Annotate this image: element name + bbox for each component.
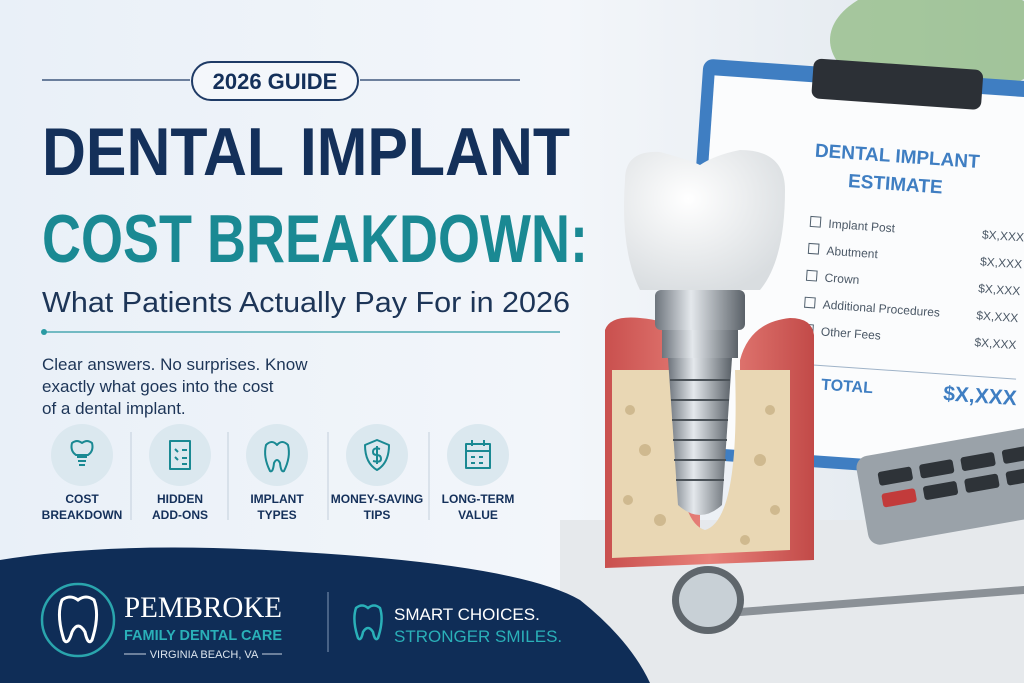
feature-label: LONG-TERM [442, 492, 515, 506]
feature-label: MONEY-SAVING [331, 492, 423, 506]
feature-icon [364, 439, 390, 471]
brand-sub: FAMILY DENTAL CARE [124, 627, 282, 644]
estimate-item: Abutment [826, 244, 879, 262]
feature-icon-bg [149, 424, 211, 486]
features: COST BREAKDOWN HIDDEN ADD-ONS IMPLANT TYPES MO… [42, 424, 515, 522]
checkbox [805, 269, 818, 282]
feature-icon [465, 440, 491, 469]
checkbox [809, 215, 822, 228]
feature-label: HIDDEN [157, 492, 203, 506]
title-line: COST BREAKDOWN: [42, 201, 588, 277]
tagline: SMART CHOICES. [394, 605, 540, 624]
implant-model [605, 150, 814, 568]
calculator [856, 421, 1024, 545]
brand-name: PEMBROKE [124, 591, 282, 624]
rule-dot [41, 329, 47, 335]
badge-text: 2026 GUIDE [213, 69, 338, 94]
subtitle: What Patients Actually Pay For in 2026 [42, 287, 570, 319]
tagline-icon [353, 604, 383, 641]
tagline: STRONGER SMILES. [394, 627, 562, 646]
estimate-item: Implant Post [828, 217, 896, 236]
intro-line: exactly what goes into the cost [42, 377, 274, 396]
total-price: $X,XXX [943, 382, 1018, 410]
feature-label: BREAKDOWN [42, 508, 123, 522]
total-rule [800, 363, 1017, 380]
feature-icon [264, 441, 290, 473]
brand-tooth [57, 595, 99, 644]
estimate-price: $X,XXX [980, 254, 1023, 271]
title-line: DENTAL IMPLANT [42, 114, 570, 190]
feature-icon-bg [246, 424, 308, 486]
estimate-item: Crown [824, 271, 860, 287]
feature-icon-bg [447, 424, 509, 486]
feature-label: IMPLANT [250, 492, 304, 506]
feature-label: TIPS [364, 508, 391, 522]
feature-label: TYPES [257, 508, 296, 522]
clip [811, 58, 984, 110]
estimate-price: $X,XXX [978, 281, 1021, 298]
feature-label: ADD-ONS [152, 508, 208, 522]
feature-icon [169, 440, 191, 470]
total-label: TOTAL [821, 377, 874, 398]
intro-line: of a dental implant. [42, 399, 186, 418]
footer-band [0, 547, 650, 683]
intro: Clear answers. No surprises. Know exactly… [42, 355, 308, 418]
checkbox [804, 296, 816, 309]
feature-label: VALUE [458, 508, 498, 522]
feature-label: COST [65, 492, 99, 506]
estimate-price: $X,XXX [974, 335, 1017, 352]
intro-line: Clear answers. No surprises. Know [42, 355, 308, 374]
dental-mirror [672, 566, 1024, 634]
brand: PEMBROKE FAMILY DENTAL CARE VIRGINIA BEA… [40, 582, 562, 661]
badge [191, 61, 359, 101]
estimate-price: $X,XXX [976, 308, 1019, 325]
brand-location: VIRGINIA BEACH, VA [150, 649, 259, 661]
checkbox [807, 242, 820, 255]
feature-icon [70, 440, 94, 466]
brand-logo [40, 582, 116, 658]
estimate-item: Other Fees [820, 324, 881, 342]
estimate-price: $X,XXX [982, 227, 1024, 244]
